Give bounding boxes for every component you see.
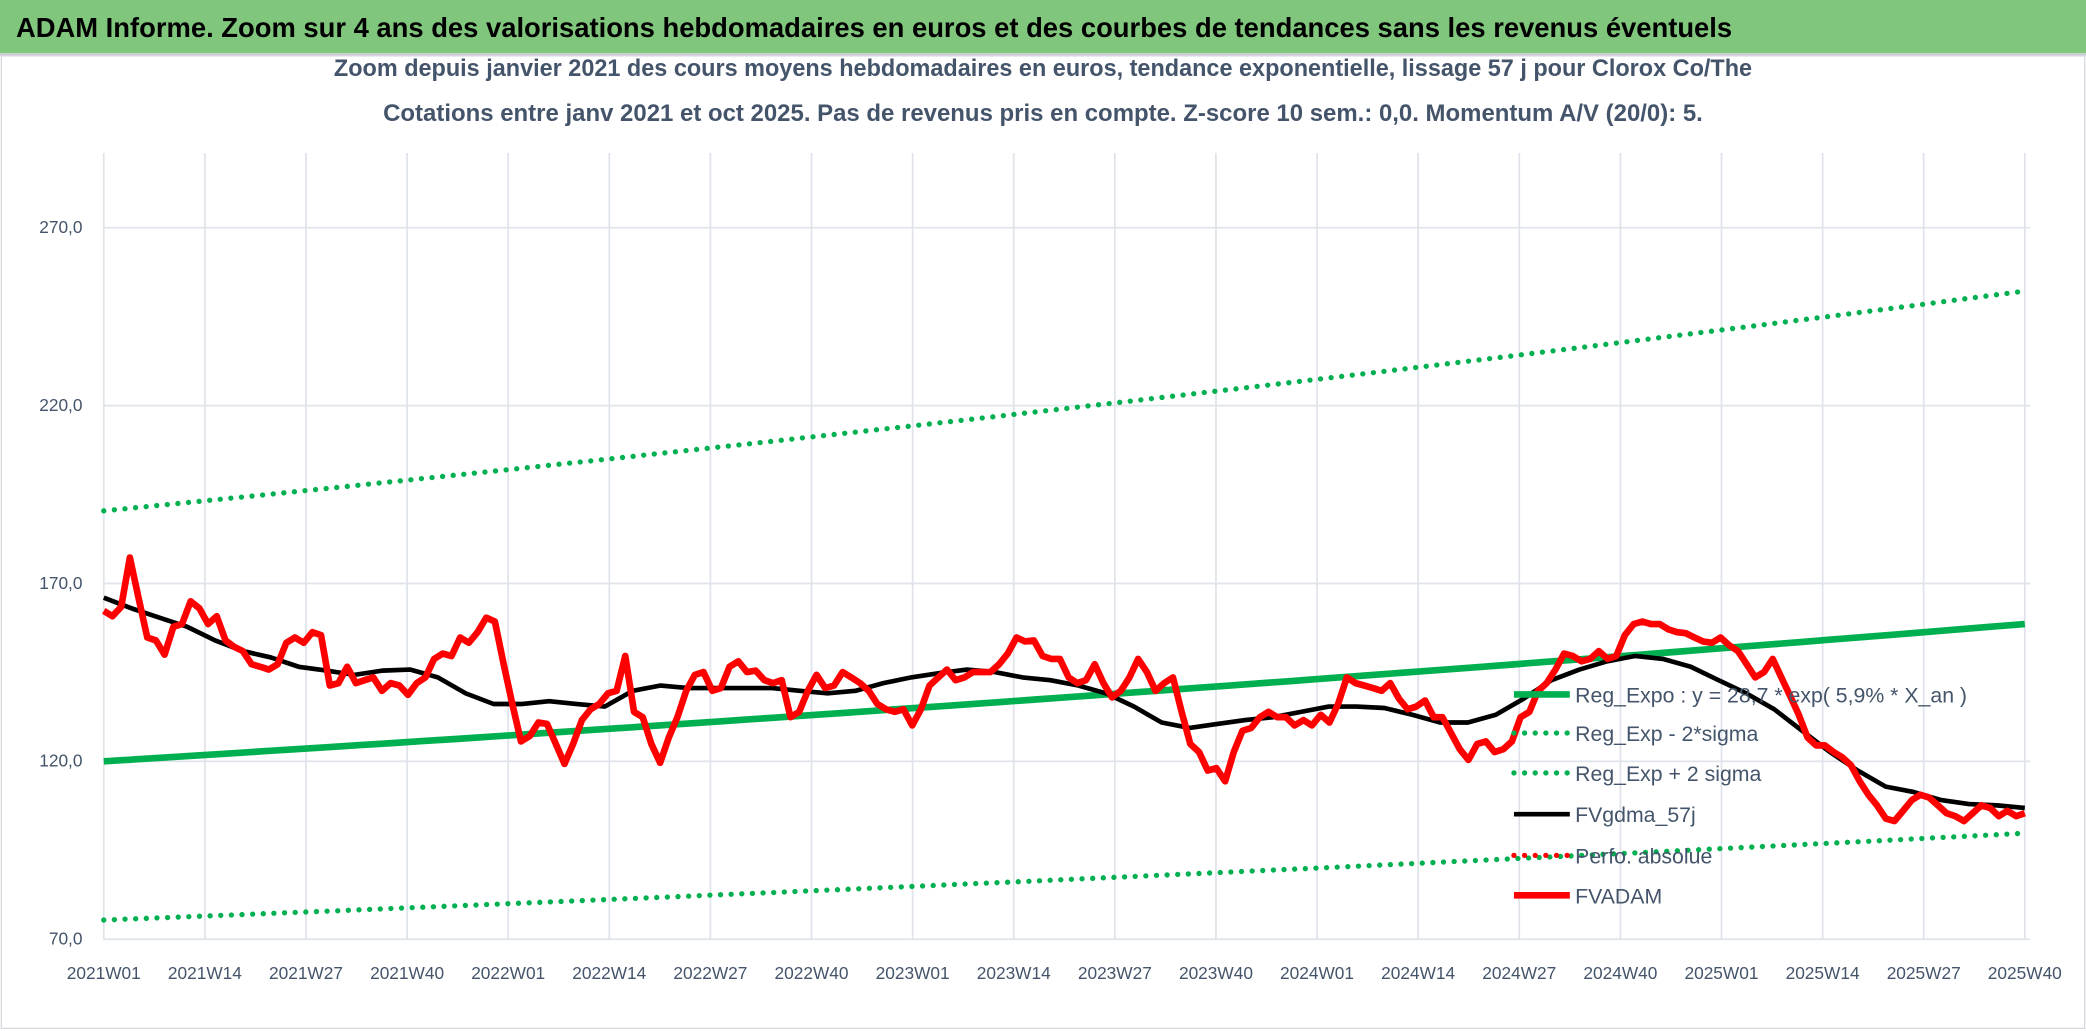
legend-label: FVADAM bbox=[1575, 884, 1662, 908]
series-line-fvadam bbox=[102, 554, 2026, 825]
x-tick-label: 2023W14 bbox=[977, 963, 1051, 983]
series-line-reg-exp bbox=[101, 288, 2028, 514]
y-tick-label: 270,0 bbox=[39, 217, 82, 237]
x-axis: 2021W01 2021W14 2021W27 2021W40 2022W01 2022W… bbox=[67, 963, 2062, 983]
legend: Reg_Expo : y = 28,7 * exp( 5,9% * X_an )… bbox=[1511, 683, 1967, 908]
x-tick-label: 2021W27 bbox=[269, 963, 343, 983]
legend-label: Reg_Exp - 2*sigma bbox=[1575, 722, 1758, 746]
x-tick-label: 2021W14 bbox=[168, 963, 242, 983]
series-line-reg-expo bbox=[103, 620, 2026, 765]
x-tick-label: 2024W14 bbox=[1381, 963, 1455, 983]
x-tick-label: 2022W27 bbox=[673, 963, 747, 983]
x-tick-label: 2022W14 bbox=[572, 963, 646, 983]
x-tick-label: 2023W40 bbox=[1179, 963, 1253, 983]
legend-label: Reg_Expo : y = 28,7 * exp( 5,9% * X_an ) bbox=[1575, 683, 1967, 707]
x-tick-label: 2021W40 bbox=[370, 963, 444, 983]
x-tick-label: 2023W01 bbox=[876, 963, 950, 983]
header-title: ADAM Informe. Zoom sur 4 ans des valoris… bbox=[16, 12, 1732, 43]
y-axis: 70,0 120,0 170,0 220,0 270,0 bbox=[39, 217, 82, 949]
y-tick-label: 170,0 bbox=[39, 573, 82, 593]
x-tick-label: 2024W01 bbox=[1280, 963, 1354, 983]
y-tick-label: 120,0 bbox=[39, 751, 82, 771]
x-tick-label: 2025W40 bbox=[1988, 963, 2062, 983]
x-tick-label: 2024W27 bbox=[1482, 963, 1556, 983]
legend-label: FVgdma_57j bbox=[1575, 803, 1696, 827]
legend-label: Reg_Exp + 2 sigma bbox=[1575, 762, 1761, 786]
x-tick-label: 2022W40 bbox=[775, 963, 849, 983]
series-line-reg-exp bbox=[101, 830, 2028, 923]
x-tick-label: 2023W27 bbox=[1078, 963, 1152, 983]
x-tick-label: 2024W40 bbox=[1583, 963, 1657, 983]
x-tick-label: 2025W14 bbox=[1786, 963, 1860, 983]
plot-area bbox=[101, 288, 2028, 923]
y-tick-label: 220,0 bbox=[39, 395, 82, 415]
x-tick-label: 2021W01 bbox=[67, 963, 141, 983]
chart-subtitle: Cotations entre janv 2021 et oct 2025. P… bbox=[383, 100, 1703, 127]
header-bar bbox=[0, 0, 2086, 54]
chart-title: Zoom depuis janvier 2021 des cours moyen… bbox=[334, 55, 1752, 82]
gridlines bbox=[102, 152, 2031, 941]
x-tick-label: 2022W01 bbox=[471, 963, 545, 983]
chart-border bbox=[0, 55, 2086, 1030]
legend-label: Perfo. absolue bbox=[1575, 844, 1712, 868]
x-tick-label: 2025W27 bbox=[1887, 963, 1961, 983]
y-tick-label: 70,0 bbox=[49, 929, 83, 949]
x-tick-label: 2025W01 bbox=[1684, 963, 1758, 983]
